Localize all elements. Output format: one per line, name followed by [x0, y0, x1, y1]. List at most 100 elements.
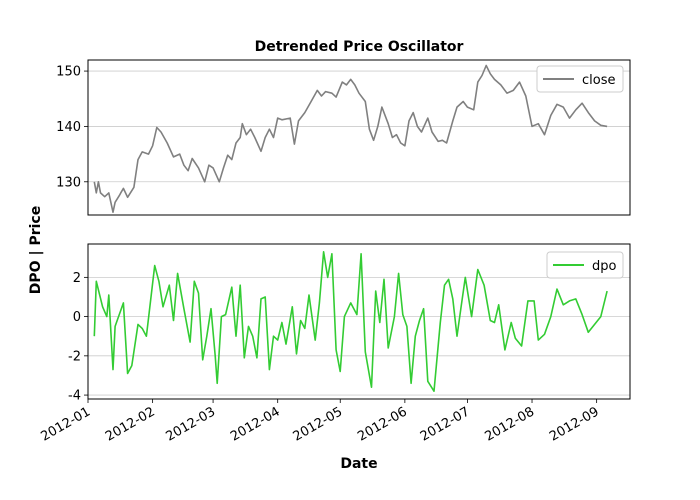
data-point	[568, 300, 571, 303]
data-point	[600, 315, 603, 318]
data-point	[166, 142, 169, 145]
x-tick-label: 2012-08	[482, 404, 537, 444]
data-point	[581, 313, 584, 316]
data-point	[481, 74, 484, 77]
x-tick-label: 2012-03	[164, 404, 219, 444]
data-point	[456, 335, 459, 338]
data-point	[326, 276, 329, 279]
data-point	[158, 280, 161, 283]
data-point	[387, 347, 390, 350]
data-point	[189, 341, 192, 344]
data-point	[587, 111, 590, 114]
data-point	[464, 276, 467, 279]
data-point	[477, 81, 480, 84]
data-point	[304, 111, 307, 114]
data-point	[264, 296, 267, 299]
x-tick-label: 2012-09	[547, 404, 602, 444]
y-tick-label: 130	[56, 175, 81, 190]
data-point	[247, 325, 250, 328]
x-tick-label: 2012-02	[103, 404, 158, 444]
data-point	[575, 298, 578, 301]
data-point	[293, 143, 296, 146]
bottom-axes-frame	[87, 243, 631, 400]
data-point	[514, 337, 517, 340]
data-point	[106, 315, 109, 318]
data-point	[402, 313, 405, 316]
data-point	[364, 100, 367, 103]
data-point	[543, 333, 546, 336]
data-point	[391, 136, 394, 139]
series-line-close	[93, 64, 608, 213]
data-point	[176, 272, 179, 275]
y-tick-label: 0	[73, 310, 81, 325]
data-point	[364, 351, 367, 354]
data-point	[210, 307, 213, 310]
data-point	[393, 315, 396, 318]
data-point	[222, 167, 225, 170]
data-point	[197, 167, 200, 170]
data-point	[550, 114, 553, 117]
data-point	[410, 382, 413, 385]
data-point	[201, 359, 204, 362]
data-point	[187, 169, 190, 172]
data-point	[562, 106, 565, 109]
data-point	[299, 319, 302, 322]
data-point	[418, 319, 421, 322]
series-line-dpo	[93, 251, 608, 393]
data-point	[493, 321, 496, 324]
data-point	[268, 368, 271, 371]
data-point	[131, 364, 134, 367]
data-point	[404, 145, 407, 148]
data-point	[406, 325, 409, 328]
data-point	[587, 331, 590, 334]
data-point	[349, 302, 352, 305]
data-point	[335, 349, 338, 352]
data-point	[360, 253, 363, 256]
data-point	[93, 181, 96, 184]
data-point	[281, 119, 284, 122]
data-point	[281, 321, 284, 324]
data-point	[606, 125, 609, 128]
data-point	[151, 145, 154, 148]
data-point	[343, 315, 346, 318]
data-point	[224, 313, 227, 316]
data-point	[379, 321, 382, 324]
data-point	[264, 136, 267, 139]
chart-title: Detrended Price Oscillator	[255, 39, 464, 55]
data-point	[285, 343, 288, 346]
data-point	[472, 109, 475, 112]
data-point	[272, 136, 275, 139]
data-point	[297, 120, 300, 123]
data-point	[289, 117, 292, 120]
data-point	[441, 139, 444, 142]
data-point	[308, 294, 311, 297]
data-point	[462, 100, 465, 103]
data-point	[241, 122, 244, 125]
data-point	[316, 89, 319, 92]
data-point	[439, 321, 442, 324]
data-point	[397, 272, 400, 275]
data-point	[208, 164, 211, 167]
data-point	[489, 319, 492, 322]
data-point	[318, 302, 321, 305]
x-tick-label: 2012-04	[228, 404, 283, 444]
data-point	[339, 370, 342, 373]
data-point	[214, 355, 217, 358]
data-point	[431, 131, 434, 134]
data-point	[420, 131, 423, 134]
data-point	[422, 307, 425, 310]
data-point	[575, 109, 578, 112]
y-tick-label: -4	[68, 389, 81, 404]
data-point	[593, 120, 596, 123]
data-point	[497, 304, 500, 307]
data-point	[254, 136, 257, 139]
data-point	[145, 335, 148, 338]
data-point	[235, 335, 238, 338]
data-point	[295, 353, 298, 356]
bottom-legend: dpo	[546, 251, 624, 279]
data-point	[193, 280, 196, 283]
data-point	[218, 181, 221, 184]
data-point	[256, 357, 259, 360]
data-point	[427, 380, 430, 383]
data-point	[114, 201, 117, 204]
